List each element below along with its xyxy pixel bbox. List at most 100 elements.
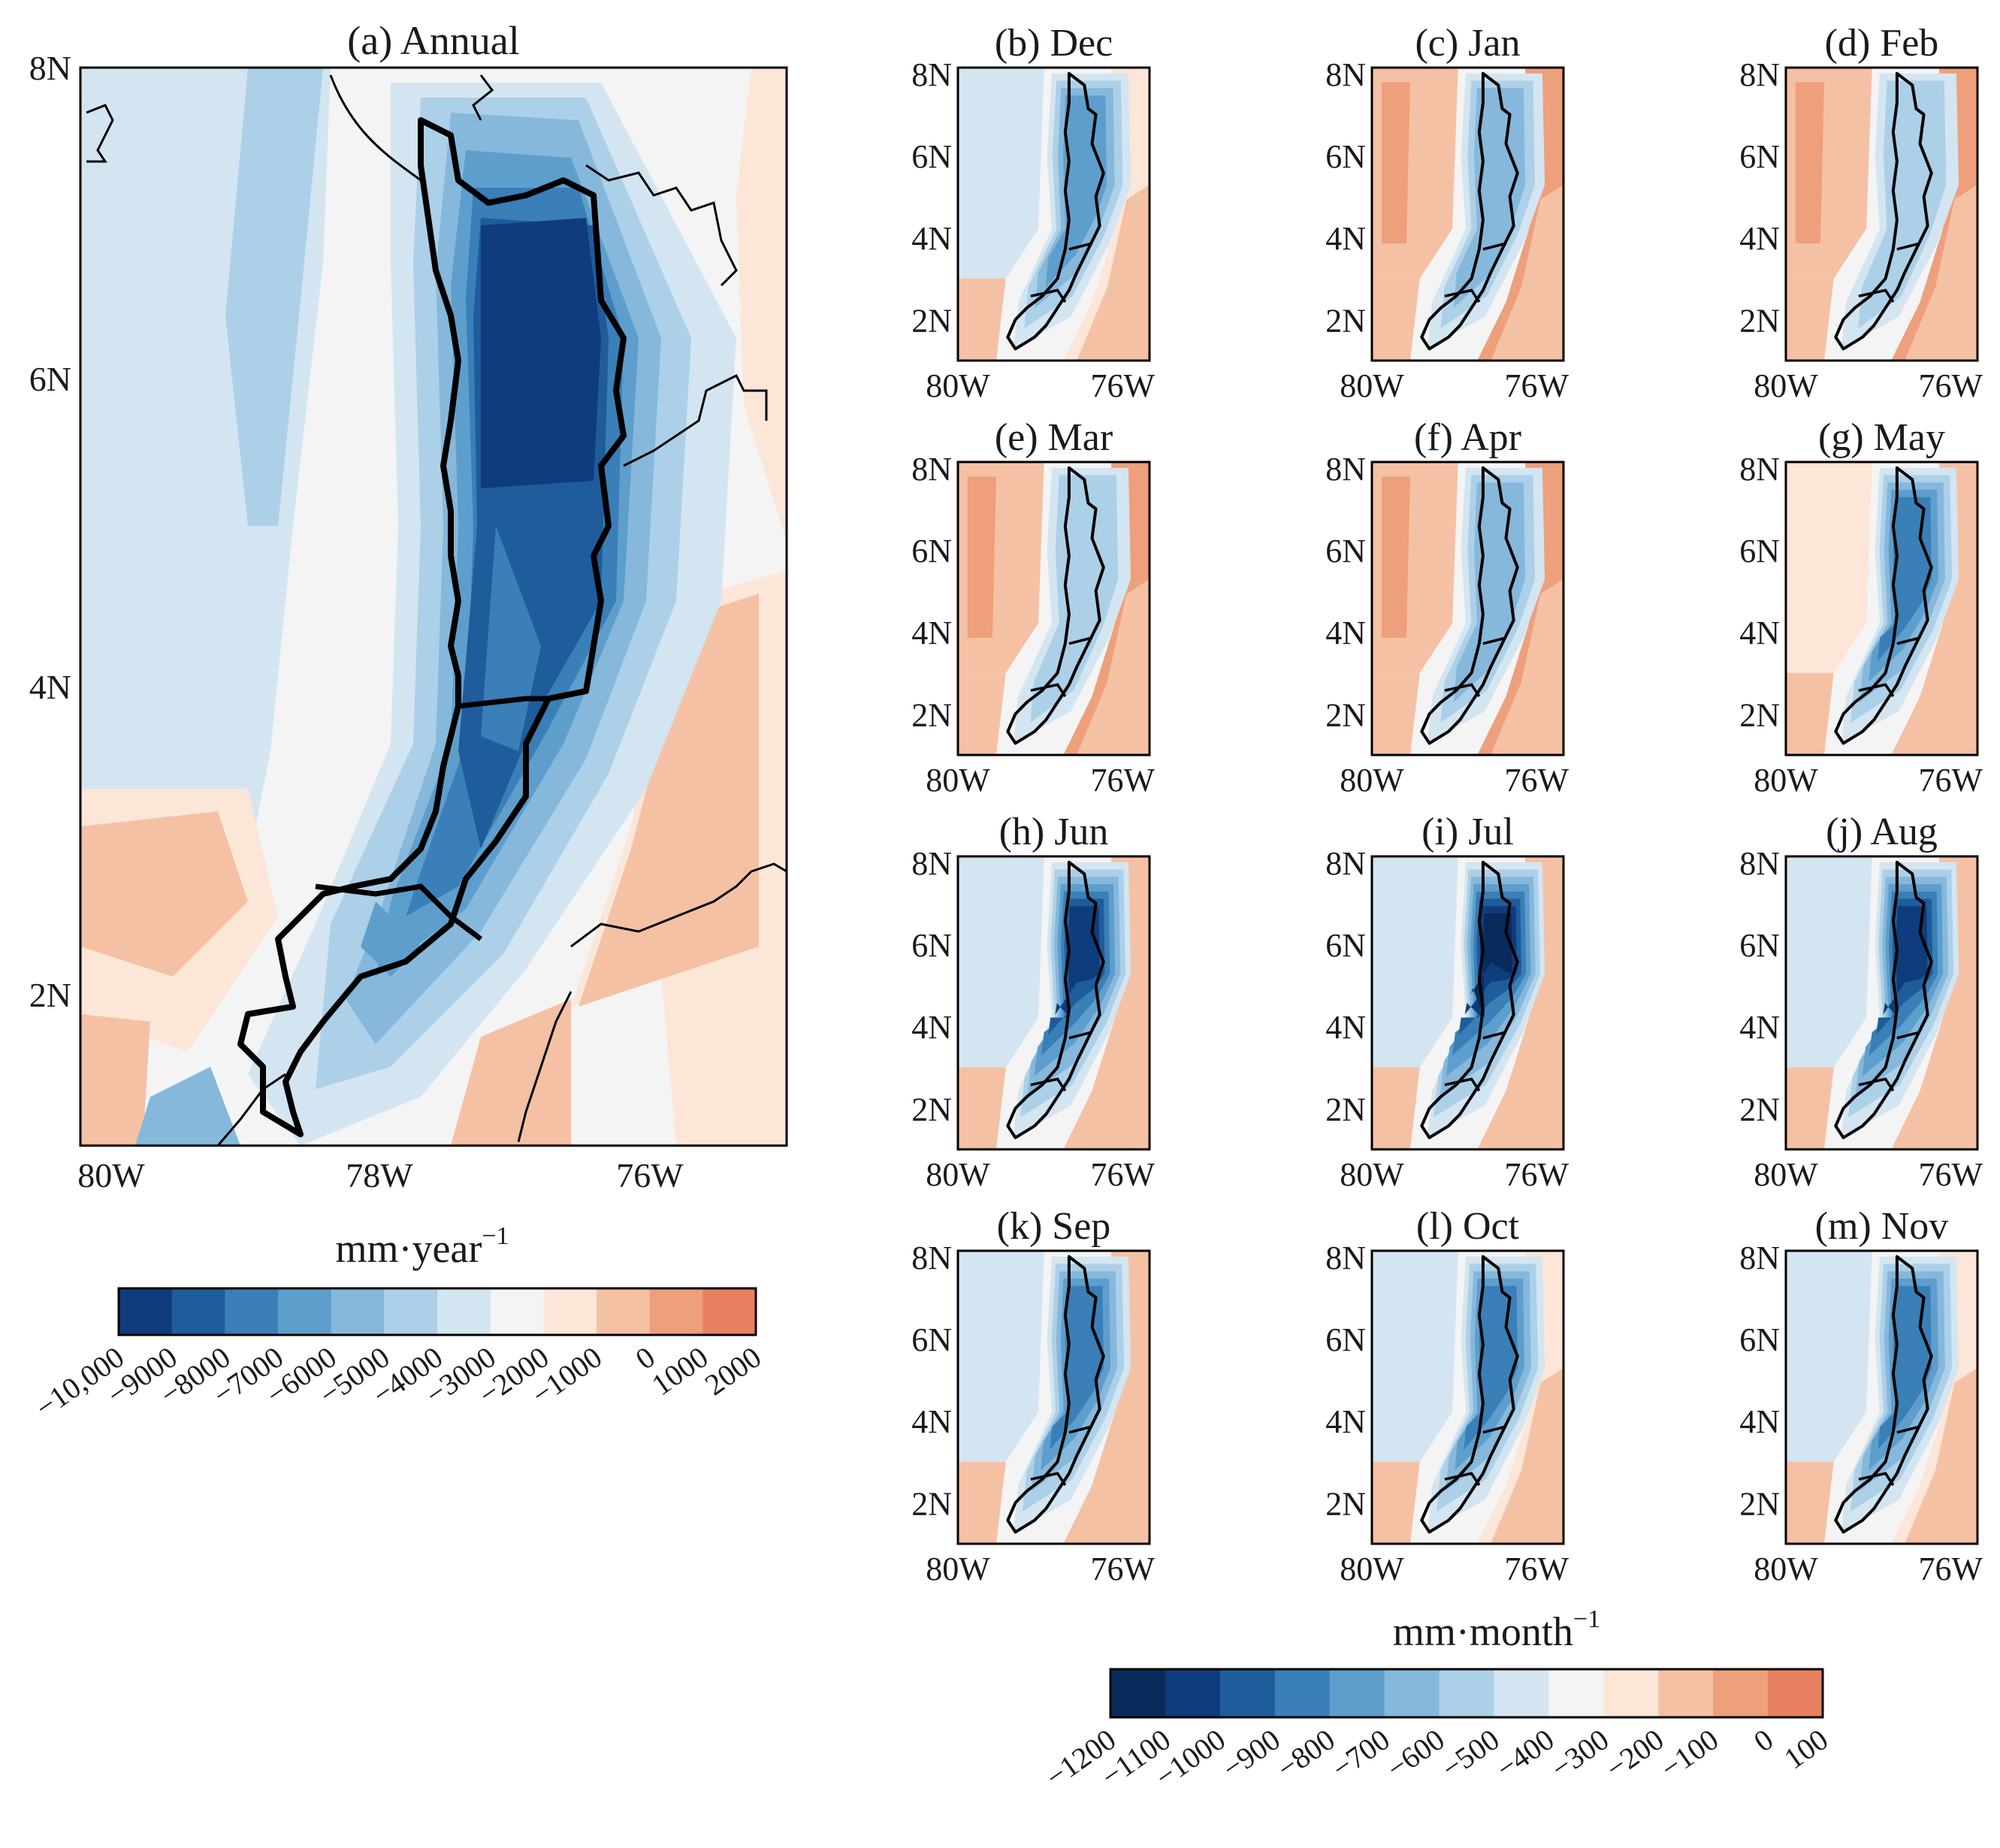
monthly-ytick: 4N bbox=[1739, 220, 1780, 257]
monthly-ytick: 8N bbox=[911, 845, 952, 882]
monthly-panel: (j) Aug 8N 6N 4N 2N 80W 76W bbox=[1739, 811, 1983, 1193]
monthly-west-strong-field bbox=[1795, 82, 1824, 243]
monthly-subbasin-divider bbox=[1444, 683, 1481, 697]
monthly-southeast-field bbox=[1077, 579, 1150, 755]
monthly-subbasin-divider-north bbox=[1482, 1425, 1506, 1434]
colorbar-monthly-cell bbox=[1494, 1669, 1549, 1717]
monthly-ytick: 8N bbox=[1739, 845, 1780, 882]
monthly-panel-frame bbox=[1370, 1249, 1565, 1545]
annual-xtick: 78W bbox=[346, 1156, 413, 1194]
annual-southwest-blue bbox=[135, 1067, 240, 1146]
monthly-subbasin-divider-north bbox=[1068, 1425, 1092, 1434]
monthly-subbasin-divider bbox=[1444, 1077, 1481, 1092]
monthly-west-field bbox=[958, 856, 1044, 1067]
monthly-ytick: 4N bbox=[1325, 1009, 1366, 1046]
monthly-ytick: 2N bbox=[911, 1091, 952, 1128]
annual-subbasin-divider-north bbox=[458, 696, 548, 709]
monthly-ytick: 8N bbox=[1325, 56, 1366, 93]
monthly-field bbox=[958, 68, 1150, 361]
colorbar-monthly-cell bbox=[1768, 1669, 1823, 1717]
monthly-southeast-field bbox=[1491, 1368, 1563, 1544]
monthly-panel-frame bbox=[1784, 855, 1979, 1151]
monthly-xtick: 80W bbox=[926, 762, 990, 799]
monthly-panel-title: (i) Jul bbox=[1421, 811, 1514, 853]
colorbar-annual-frame bbox=[117, 1287, 757, 1336]
monthly-xtick: 80W bbox=[1340, 1156, 1404, 1193]
monthly-panel: (f) Apr 8N 6N 4N 2N 80W 76W bbox=[1325, 416, 1569, 799]
colorbar-annual-cells bbox=[119, 1288, 757, 1335]
monthly-panel-title: (f) Apr bbox=[1414, 416, 1521, 459]
monthly-xtick: 76W bbox=[1091, 1156, 1156, 1193]
monthly-ytick: 8N bbox=[911, 56, 952, 93]
monthly-basin-outline bbox=[1834, 1255, 1933, 1534]
colorbar-annual-cell bbox=[225, 1288, 279, 1335]
monthly-subbasin-divider bbox=[1444, 288, 1481, 303]
monthly-subbasin-divider-north bbox=[1482, 636, 1506, 645]
monthly-ytick: 8N bbox=[911, 1240, 952, 1276]
annual-ytick: 8N bbox=[29, 49, 71, 87]
colorbar-monthly-cell bbox=[1384, 1669, 1440, 1717]
annual-border-south bbox=[517, 991, 573, 1143]
monthly-ytick: 4N bbox=[911, 220, 952, 257]
monthly-southeast-field bbox=[1077, 1368, 1150, 1544]
monthly-subbasin-divider-north bbox=[1068, 1031, 1092, 1040]
monthly-ytick: 4N bbox=[911, 1009, 952, 1046]
monthly-southwest-field bbox=[1786, 1461, 1834, 1544]
colorbar-monthly-cell bbox=[1329, 1669, 1385, 1717]
monthly-xtick: 80W bbox=[1754, 1156, 1818, 1193]
colorbar-monthly-cell bbox=[1548, 1669, 1604, 1717]
monthly-panel: (h) Jun 8N 6N 4N 2N 80W 76W bbox=[911, 811, 1155, 1193]
monthly-panel-frame bbox=[1784, 1249, 1979, 1545]
monthly-southwest-field bbox=[1786, 672, 1834, 755]
monthly-ytick: 2N bbox=[1325, 302, 1366, 339]
monthly-west-field bbox=[1786, 1251, 1872, 1462]
monthly-ytick: 8N bbox=[1325, 451, 1366, 488]
colorbar-annual-cell bbox=[437, 1288, 491, 1335]
annual-ytick: 4N bbox=[29, 668, 71, 706]
monthly-panel: (i) Jul 8N 6N 4N 2N 80W 76W bbox=[1325, 811, 1569, 1193]
monthly-ytick: 2N bbox=[1739, 1485, 1780, 1522]
monthly-xtick: 76W bbox=[1505, 1551, 1569, 1587]
colorbar-monthly-cell bbox=[1274, 1669, 1331, 1717]
monthly-ytick: 8N bbox=[1739, 56, 1780, 93]
monthly-southwest-field bbox=[958, 278, 1006, 361]
monthly-panel: (d) Feb 8N 6N 4N 2N 80W 76W bbox=[1739, 22, 1983, 404]
monthly-field bbox=[1372, 1251, 1563, 1544]
monthly-field bbox=[1372, 856, 1563, 1149]
monthly-subbasin-divider bbox=[1030, 1472, 1067, 1486]
annual-southeast-positive bbox=[451, 999, 571, 1146]
monthly-ytick: 4N bbox=[911, 1403, 952, 1440]
monthly-southeast-field bbox=[1905, 579, 1977, 755]
annual-basin-outline bbox=[237, 117, 627, 1137]
monthly-west-strong-field bbox=[967, 476, 996, 638]
monthly-west-strong-field bbox=[1381, 476, 1410, 638]
monthly-southwest-field bbox=[1372, 1067, 1420, 1149]
monthly-plume-level bbox=[1878, 497, 1932, 662]
colorbar-annual-unit: mm·year−1 bbox=[335, 1222, 509, 1271]
monthly-field bbox=[958, 462, 1150, 755]
monthly-basin-outline bbox=[1834, 860, 1933, 1140]
annual-ytick: 6N bbox=[29, 360, 71, 398]
colorbar-monthly-cell bbox=[1110, 1669, 1166, 1717]
monthly-subbasin-divider-north bbox=[1896, 242, 1920, 251]
monthly-southeast-field bbox=[1077, 974, 1150, 1149]
monthly-ytick: 6N bbox=[1739, 927, 1780, 964]
monthly-ytick: 2N bbox=[911, 696, 952, 733]
monthly-ytick: 2N bbox=[911, 302, 952, 339]
monthly-xtick: 80W bbox=[1340, 367, 1404, 404]
annual-east-positive bbox=[579, 593, 759, 1007]
monthly-ytick: 2N bbox=[1739, 1091, 1780, 1128]
monthly-ytick: 8N bbox=[1739, 451, 1780, 488]
monthly-southeast-field bbox=[1905, 1368, 1977, 1544]
monthly-subbasin-divider bbox=[1030, 1077, 1067, 1092]
monthly-west-field bbox=[1372, 856, 1458, 1067]
monthly-ytick: 2N bbox=[911, 1485, 952, 1522]
annual-coastline-north bbox=[329, 74, 421, 182]
monthly-southwest-field bbox=[1372, 1461, 1420, 1544]
monthly-ytick: 4N bbox=[1739, 1403, 1780, 1440]
monthly-ytick: 4N bbox=[911, 614, 952, 651]
monthly-plume-level bbox=[1858, 80, 1947, 329]
monthly-subbasin-divider bbox=[1030, 288, 1067, 303]
monthly-ytick: 8N bbox=[911, 451, 952, 488]
monthly-basin-outline bbox=[1420, 1255, 1519, 1534]
